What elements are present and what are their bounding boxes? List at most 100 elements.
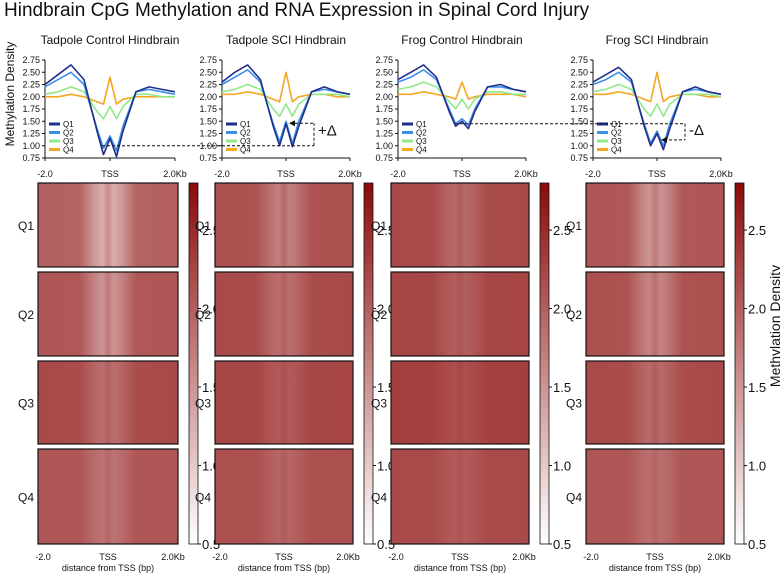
series-line-q2 <box>397 69 527 126</box>
y-tick-label: 2.25 <box>570 80 588 90</box>
colorbar <box>539 182 550 545</box>
heatmap-block-q2 <box>37 271 179 357</box>
y-tick-label: 1.50 <box>199 116 217 126</box>
heatmap-block-q1 <box>214 182 354 268</box>
colorbar <box>188 182 199 545</box>
heatmap-panel-2: Q1 Q2 Q3 Q4 -2.0 TSS 2.0Kb distance from TSS (b… <box>195 182 395 573</box>
delta-annotations: +Δ -Δ <box>102 120 704 147</box>
series-line-q2 <box>592 71 722 147</box>
y-tick-label: 1.25 <box>375 129 393 139</box>
series-line-q2 <box>44 71 176 152</box>
heatmap-row-label: Q3 <box>566 397 582 411</box>
y-tick-label: 1.50 <box>570 116 588 126</box>
profile-panel-1: Tadpole Control Hindbrain 0.75 1.00 1.25 1.5… <box>22 33 186 179</box>
heatmap-row-label: Q1 <box>371 219 387 233</box>
legend-label-q3: Q3 <box>240 137 251 146</box>
series-line-q1 <box>44 64 176 158</box>
heatmap-x-tick-label: TSS <box>451 552 469 562</box>
heatmap-block-q4 <box>214 448 354 545</box>
y-tick-label: 2.50 <box>375 67 393 77</box>
y-tick-label: 2.00 <box>22 92 40 102</box>
y-tick-label: 2.00 <box>375 92 393 102</box>
y-tick-label: 0.75 <box>375 153 393 163</box>
profile-panel-2: Tadpole SCI Hindbrain0.751.001.251.501.7… <box>199 33 361 179</box>
heatmap-panel-3: Q1 Q2 Q3 Q4 -2.0 TSS 2.0Kb distance from TSS (b… <box>371 182 571 573</box>
y-tick-label: 2.75 <box>22 55 40 65</box>
legend-label-q4: Q4 <box>611 146 622 155</box>
legend-label-q1: Q1 <box>611 120 622 129</box>
x-tick-label: -2.0 <box>37 169 53 179</box>
legend-label-q1: Q1 <box>63 120 74 129</box>
series-line-q3 <box>592 83 722 118</box>
heatmap-panel-1: Q1 Q2 Q3 Q4 -2.0 TSS 2.0Kb distance from TSS (b… <box>18 182 220 573</box>
series-line-q1 <box>592 66 722 151</box>
colorbar <box>363 182 374 545</box>
y-tick-label: 1.75 <box>22 104 40 114</box>
heatmap-block-q3 <box>214 360 354 445</box>
heatmap-row-label: Q1 <box>195 219 211 233</box>
heatmap-block-q3 <box>585 360 725 445</box>
series-line-q3 <box>44 86 175 120</box>
y-tick-label: 1.75 <box>375 104 393 114</box>
legend-label-q1: Q1 <box>240 120 251 129</box>
heatmap-x-tick-label: TSS <box>99 552 117 562</box>
profile-panel-4: Frog SCI Hindbrain 0.75 1.00 1.25 1.50 1.75 2.… <box>570 33 732 179</box>
y-tick-label: 2.25 <box>199 80 217 90</box>
colorbar-tick-label: 2.0 <box>553 302 571 317</box>
legend-label-q2: Q2 <box>63 129 74 138</box>
y-tick-label: 0.75 <box>22 153 40 163</box>
profile-title: Tadpole Control Hindbrain <box>41 33 180 47</box>
y-tick-label: 1.00 <box>22 141 40 151</box>
colorbar-tick-label: 1.5 <box>553 380 571 395</box>
y-tick-label: 1.25 <box>199 129 217 139</box>
colorbar-tick-label: 2.5 <box>748 223 766 238</box>
x-tick-label: TSS <box>101 169 119 179</box>
series-line-q3 <box>221 83 351 118</box>
y-tick-label: 2.75 <box>375 55 393 65</box>
heatmap-block-q2 <box>585 271 725 357</box>
heatmap-row-label: Q3 <box>18 397 34 411</box>
heatmap-block-q1 <box>585 182 725 268</box>
y-tick-label: 2.75 <box>570 55 588 65</box>
y-tick-label: 0.75 <box>570 153 588 163</box>
colorbar-tick-label: 0.5 <box>748 537 766 552</box>
x-tick-label: TSS <box>277 169 295 179</box>
heatmap-panel-4: Q1 Q2 Q3 Q4 -2.0 TSS 2.0Kb distance from TSS (b… <box>566 182 766 573</box>
x-tick-label: -2.0 <box>585 169 601 179</box>
y-tick-label: 2.00 <box>570 92 588 102</box>
heatmap-x-axis-label: distance from TSS (bp) <box>414 563 506 573</box>
x-tick-label: 2.0Kb <box>163 169 187 179</box>
colorbar-tick-label: 2.0 <box>748 302 766 317</box>
legend-label-q2: Q2 <box>240 129 251 138</box>
heatmap-row-label: Q3 <box>371 397 387 411</box>
heatmap-x-tick-label: 2.0Kb <box>336 552 360 562</box>
colorbar <box>734 182 745 545</box>
heatmap-x-tick-label: -2.0 <box>388 552 404 562</box>
heatmap-row-label: Q4 <box>195 491 211 505</box>
y-tick-label: 2.75 <box>199 55 217 65</box>
y-tick-label: 0.75 <box>199 153 217 163</box>
delta-plus-arrow <box>289 120 295 127</box>
heatmap-block-q1 <box>390 182 530 268</box>
heatmap-x-tick-label: 2.0Kb <box>161 552 185 562</box>
y-tick-label: 1.25 <box>570 129 588 139</box>
heatmap-x-tick-label: TSS <box>275 552 293 562</box>
heatmap-row-label: Q2 <box>566 308 582 322</box>
delta-plus-label: +Δ <box>318 123 337 140</box>
heatmap-row-label: Q1 <box>18 219 34 233</box>
figure-title: Hindbrain CpG Methylation and RNA Expres… <box>4 0 590 21</box>
series-line-q1 <box>397 64 527 130</box>
x-tick-label: TSS <box>453 169 471 179</box>
profile-panel-3: Frog Control Hindbrain 0.75 1.00 1.25 1.50 1.… <box>375 33 537 179</box>
y-tick-label: 1.50 <box>22 116 40 126</box>
y-tick-label: 1.75 <box>570 104 588 114</box>
heatmap-block-q3 <box>37 360 179 445</box>
delta-minus-label: -Δ <box>689 122 704 139</box>
heatmap-x-tick-label: 2.0Kb <box>512 552 536 562</box>
heatmap-x-tick-label: 2.0Kb <box>707 552 731 562</box>
heatmap-row-label: Q4 <box>371 491 387 505</box>
y-tick-label: 2.50 <box>570 67 588 77</box>
x-tick-label: -2.0 <box>390 169 406 179</box>
series-line-q2 <box>221 69 351 145</box>
